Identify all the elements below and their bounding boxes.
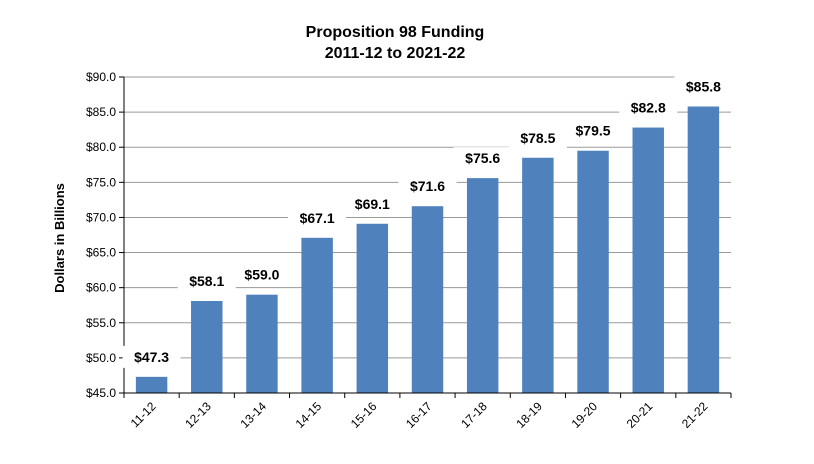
data-label: $79.5 <box>576 123 611 139</box>
data-label-background <box>343 192 402 215</box>
bar-20-21 <box>632 127 664 393</box>
x-tick-label: 20-21 <box>624 399 656 431</box>
bar-15-16 <box>356 223 389 393</box>
x-tick-label: 17-18 <box>458 399 490 431</box>
y-tick-label: $65.0 <box>86 246 116 260</box>
data-label: $78.5 <box>520 130 555 146</box>
data-label-background <box>232 263 291 286</box>
x-tick-label: 14-15 <box>293 399 325 431</box>
bar-13-14 <box>246 294 278 393</box>
y-axis-label: Dollars in Billions <box>52 183 67 293</box>
data-label: $47.3 <box>134 349 169 365</box>
data-label-background <box>508 126 567 149</box>
bars <box>135 106 720 393</box>
data-label: $71.6 <box>410 178 445 194</box>
x-tick-label: 18-19 <box>513 399 545 431</box>
x-tick-label: 11-12 <box>128 399 159 430</box>
bar-11-12 <box>135 376 168 393</box>
x-tick-label: 15-16 <box>348 399 380 431</box>
y-tick-label: $90.0 <box>86 70 116 84</box>
data-label: $85.8 <box>686 78 721 94</box>
chart-title: Proposition 98 Funding <box>306 24 485 41</box>
data-label: $59.0 <box>244 267 279 283</box>
bar-14-15 <box>301 237 333 393</box>
y-tick-label: $55.0 <box>86 316 116 330</box>
y-tick-label: $70.0 <box>86 210 116 224</box>
bar-12-13 <box>191 301 223 393</box>
data-label-background <box>564 119 623 142</box>
data-label: $67.1 <box>300 210 335 226</box>
x-tick-label: 19-20 <box>569 399 601 431</box>
y-tick-label: $75.0 <box>86 175 116 189</box>
data-label-background <box>453 147 512 170</box>
x-tick-label: 21-22 <box>679 399 711 431</box>
y-tick-label: $85.0 <box>86 105 116 119</box>
chart-subtitle: 2011-12 to 2021-22 <box>325 45 466 62</box>
data-label-background <box>674 75 733 98</box>
y-tick-label: $60.0 <box>86 281 116 295</box>
x-tick-label: 16-17 <box>403 399 435 431</box>
data-label: $82.8 <box>631 100 666 116</box>
axes <box>119 76 732 398</box>
data-label-background <box>122 345 181 368</box>
x-tick-label: 13-14 <box>237 399 269 431</box>
data-label: $75.6 <box>465 150 500 166</box>
data-label: $69.1 <box>355 196 390 212</box>
bar-16-17 <box>411 206 444 393</box>
bar-21-22 <box>687 106 720 393</box>
bar-17-18 <box>466 178 499 393</box>
y-tick-label: $45.0 <box>86 386 116 400</box>
bar-19-20 <box>577 150 609 393</box>
data-label-background <box>619 96 678 119</box>
data-label: $58.1 <box>189 273 224 289</box>
bar-18-19 <box>522 157 554 393</box>
x-tick-label: 12-13 <box>182 399 214 431</box>
y-tick-label: $80.0 <box>86 140 116 154</box>
y-tick-label: $50.0 <box>86 351 116 365</box>
data-label-background <box>177 270 236 293</box>
data-label-background <box>288 206 347 229</box>
data-label-background <box>398 175 457 198</box>
